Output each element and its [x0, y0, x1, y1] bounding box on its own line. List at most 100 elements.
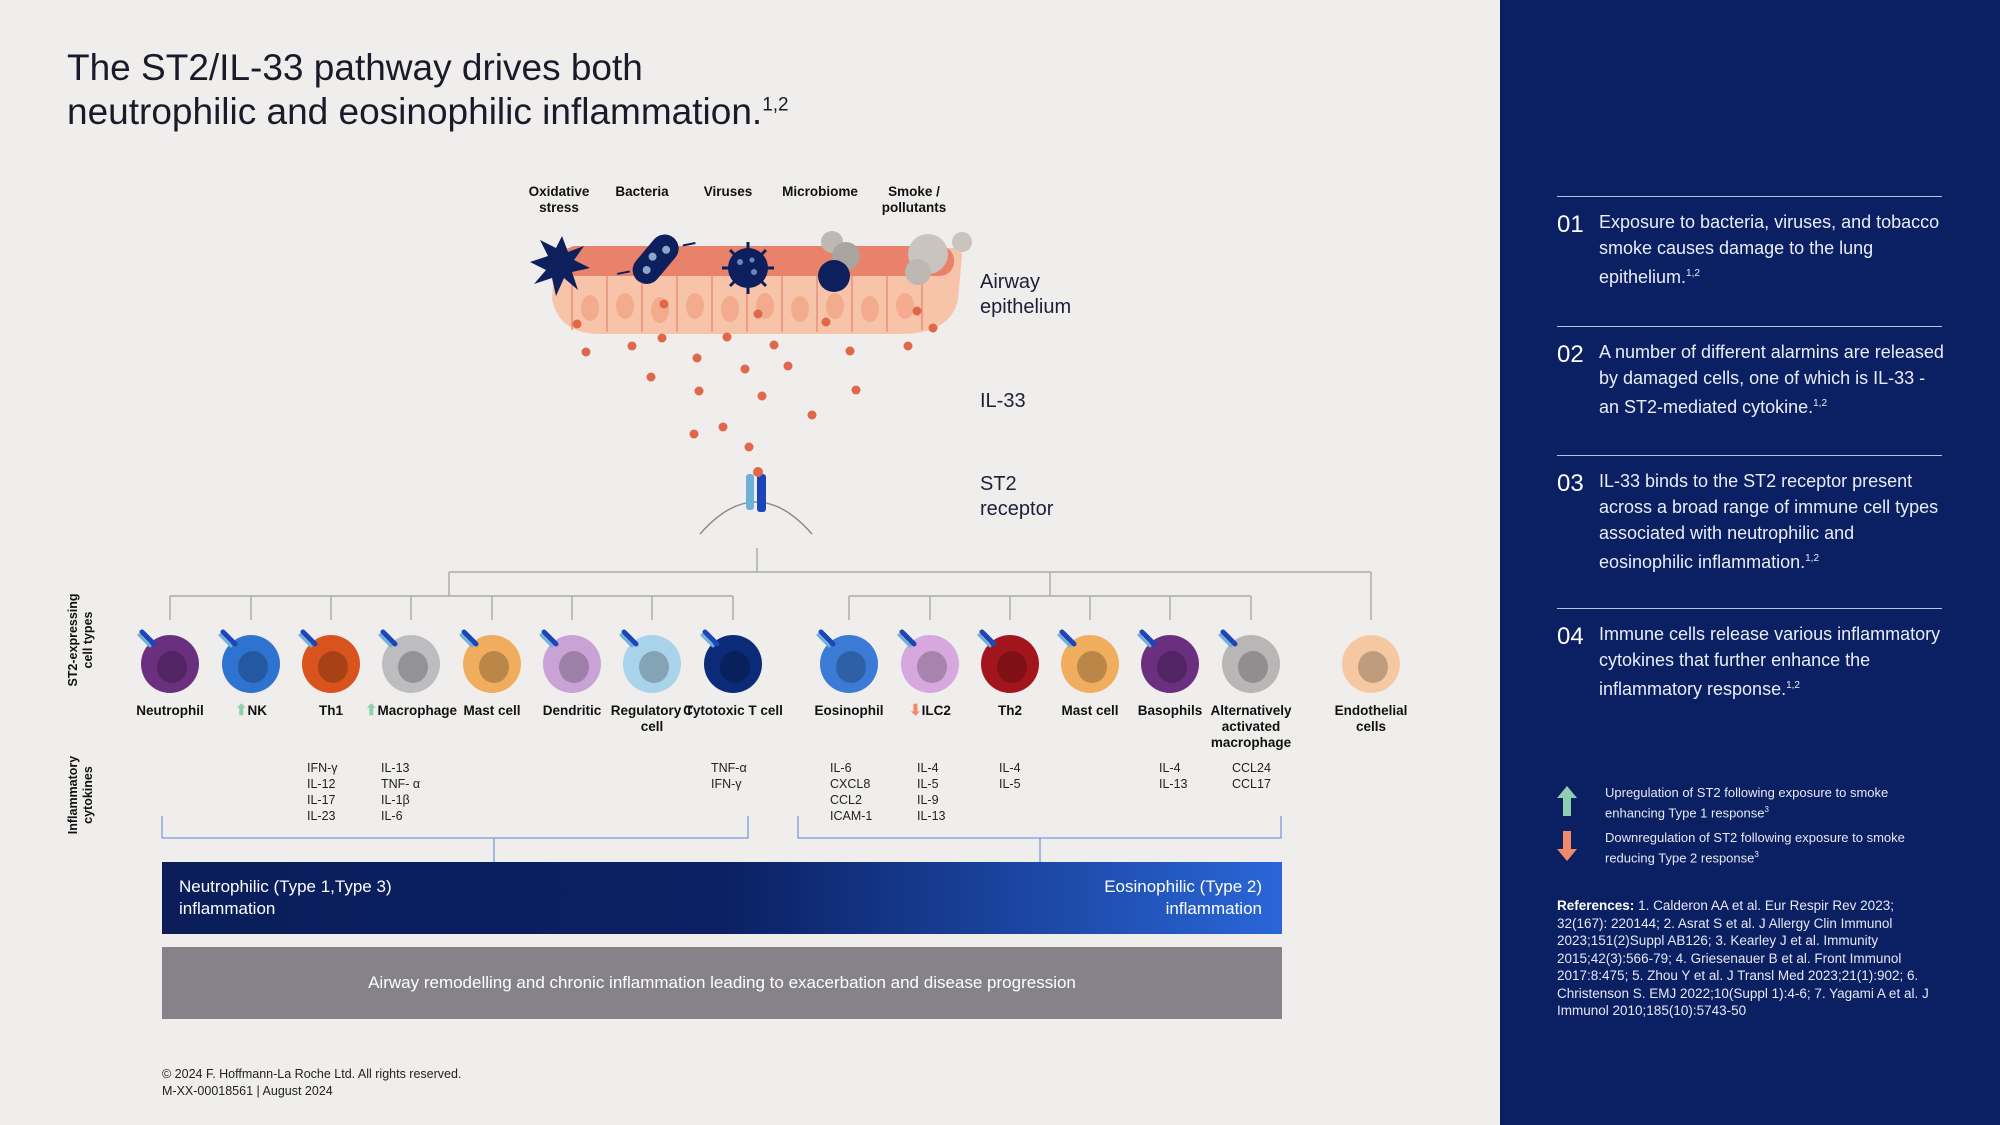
references-text: 1. Calderon AA et al. Eur Respir Rev 202… — [1557, 898, 1929, 1018]
step-number: 04 — [1557, 623, 1584, 650]
step-citation: 1,2 — [1805, 553, 1820, 564]
cell-icon — [700, 629, 762, 693]
cytokine-item: IL-6 — [830, 761, 852, 775]
inflammation-bar: Neutrophilic (Type 1,Type 3) inflammatio… — [162, 862, 1282, 934]
cell-label: Dendritic — [517, 703, 627, 719]
legend-down-citation: 3 — [1754, 850, 1759, 859]
cell-icon — [619, 629, 681, 693]
title-citation: 1,2 — [762, 94, 789, 116]
cytokine-item: IL-6 — [381, 809, 403, 823]
cell-label: ⬆NK — [196, 703, 306, 719]
cytokine-list: IL-13 TNF- α IL-1β IL-6 — [381, 760, 420, 824]
cell-label: ⬇ILC2 — [875, 703, 985, 719]
cytokine-list: IL-4 IL-5 — [999, 760, 1021, 792]
smoke-icon — [905, 232, 972, 285]
copyright-text: © 2024 F. Hoffmann-La Roche Ltd. All rig… — [162, 1067, 462, 1081]
legend-down-text: Downregulation of ST2 following exposure… — [1605, 830, 1905, 866]
step-text: A number of different alarmins are relea… — [1599, 342, 1944, 417]
step-04: 04 Immune cells release various inflamma… — [1557, 608, 1942, 739]
cell-icon — [218, 629, 280, 693]
references-heading: References: — [1557, 898, 1635, 913]
step-number: 03 — [1557, 470, 1584, 497]
cytokine-item: CCL24 — [1232, 761, 1271, 775]
cell-label: Basophils — [1115, 703, 1225, 719]
cell-types-side-label: ST2-expressing cell types — [66, 593, 95, 687]
connector-tree — [169, 548, 1372, 620]
step-citation: 1,2 — [1686, 268, 1700, 279]
cytokine-list: CCL24 CCL17 — [1232, 760, 1271, 792]
down-arrow-icon — [1557, 831, 1577, 861]
cell-label-text: Regulatory T cell — [610, 703, 694, 734]
cytokine-item: CXCL8 — [830, 777, 871, 791]
up-arrow-icon: ⬆ — [234, 702, 248, 719]
cell-label: Eosinophil — [794, 703, 904, 719]
cytokine-item: IL-13 — [1159, 777, 1188, 791]
cell-label-text: Dendritic — [542, 703, 602, 718]
remodelling-label: Airway remodelling and chronic inflammat… — [368, 973, 1076, 992]
cytokine-item: IFN-γ — [307, 761, 338, 775]
cell-icon — [1057, 629, 1119, 693]
st2-receptor-label: ST2 receptor — [980, 473, 1054, 520]
side-panel — [1500, 0, 2000, 1125]
il33-label: IL-33 — [980, 390, 1026, 412]
step-citation: 1,2 — [1786, 680, 1800, 691]
cytokine-item: IL-5 — [917, 777, 939, 791]
step-number: 01 — [1557, 211, 1584, 238]
cell-label: Mast cell — [1035, 703, 1145, 719]
step-citation: 1,2 — [1813, 398, 1828, 409]
legend-downregulation: Downregulation of ST2 following exposure… — [1557, 829, 1937, 865]
footer: © 2024 F. Hoffmann-La Roche Ltd. All rig… — [162, 1066, 461, 1100]
cytokine-list: TNF-α IFN-γ — [711, 760, 747, 792]
cytokine-item: IL-13 — [381, 761, 410, 775]
document-code: M-XX-00018561 | August 2024 — [162, 1084, 333, 1098]
cell-icon — [459, 629, 521, 693]
cell-label: Regulatory T cell — [602, 703, 702, 735]
references: References: 1. Calderon AA et al. Eur Re… — [1557, 897, 1942, 1020]
trigger-smoke-pollutants: Smoke / pollutants — [881, 184, 947, 215]
cytokine-item: IL-17 — [307, 793, 336, 807]
trigger-oxidative-stress: Oxidative stress — [528, 184, 590, 215]
cell-label-text: Macrophage — [377, 703, 458, 718]
cytokine-item: ICAM-1 — [830, 809, 873, 823]
cytokine-item: TNF- α — [381, 777, 421, 791]
cytokine-item: CCL2 — [830, 793, 862, 807]
cytokine-item: IL-4 — [917, 761, 939, 775]
step-03: 03 IL-33 binds to the ST2 receptor prese… — [1557, 455, 1942, 606]
neutrophilic-label: Neutrophilic (Type 1,Type 3) inflammatio… — [179, 877, 392, 918]
cytokine-list: IL-4 IL-13 — [1159, 760, 1188, 792]
pathway-diagram — [137, 231, 1400, 862]
cytokine-item: IL-9 — [917, 793, 939, 807]
cell-label-text: Mast cell — [463, 703, 521, 718]
cytokine-item: IL-23 — [307, 809, 336, 823]
legend-up-text: Upregulation of ST2 following exposure t… — [1605, 785, 1889, 821]
cytokine-item: IL-4 — [1159, 761, 1181, 775]
eosinophilic-label: Eosinophilic (Type 2) inflammation — [1104, 877, 1262, 918]
cell-label: Th1 — [276, 703, 386, 719]
cell-label-text: Neutrophil — [136, 703, 204, 718]
inflammation-brackets — [161, 816, 1282, 862]
cell-label-text: Endothelial cells — [1334, 703, 1408, 734]
trigger-viruses: Viruses — [703, 184, 753, 199]
page-title: The ST2/IL-33 pathway drives both neutro… — [67, 46, 1067, 134]
title-line-2: neutrophilic and eosinophilic inflammati… — [67, 91, 763, 132]
cell-icon — [977, 629, 1039, 693]
legend-up-citation: 3 — [1764, 805, 1769, 814]
cytokine-item: CCL17 — [1232, 777, 1271, 791]
cell-icon — [1137, 629, 1199, 693]
cell-label-text: ILC2 — [921, 703, 951, 718]
cell-label-text: NK — [247, 703, 268, 718]
trigger-microbiome: Microbiome — [782, 184, 858, 199]
cytokine-list: IFN-γ IL-12 IL-17 IL-23 — [307, 760, 338, 824]
bacteria-icon — [616, 234, 696, 284]
legend-upregulation: Upregulation of ST2 following exposure t… — [1557, 784, 1937, 820]
oxidative-stress-icon — [530, 236, 590, 296]
cell-icon — [539, 629, 601, 693]
cytokines-side-label: Inflammatory cytokines — [66, 755, 95, 835]
virus-icon — [722, 242, 774, 294]
cytokine-item: IL-5 — [999, 777, 1021, 791]
cell-icon — [816, 629, 878, 693]
step-02: 02 A number of different alarmins are re… — [1557, 326, 1944, 457]
title-line-1: The ST2/IL-33 pathway drives both — [67, 47, 643, 88]
step-01: 01 Exposure to bacteria, viruses, and to… — [1557, 196, 1942, 327]
cell-icon — [298, 629, 360, 693]
